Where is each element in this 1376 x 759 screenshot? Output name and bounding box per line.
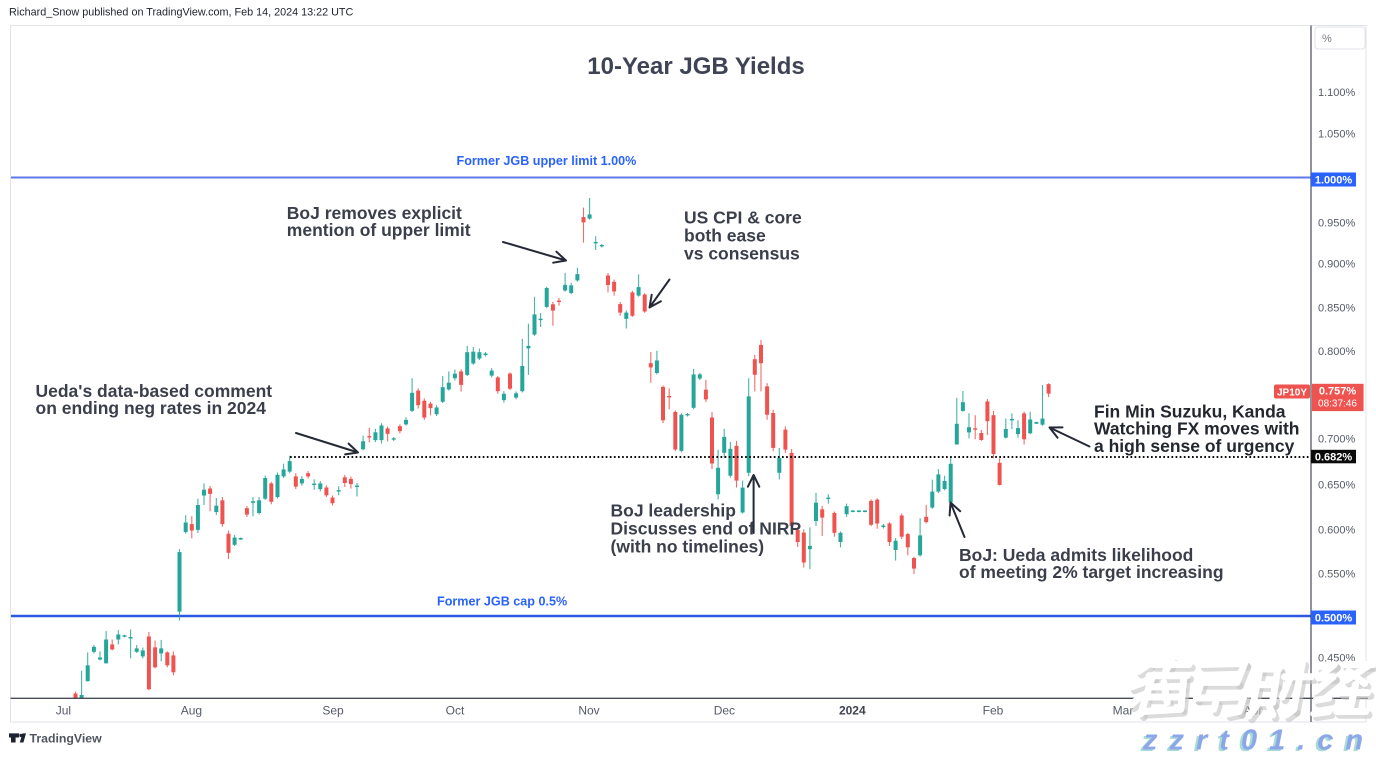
svg-text:Sep: Sep bbox=[322, 704, 344, 718]
svg-text:Former JGB cap 0.5%: Former JGB cap 0.5% bbox=[437, 595, 567, 609]
svg-text:0.550%: 0.550% bbox=[1318, 568, 1356, 580]
svg-text:0.800%: 0.800% bbox=[1318, 346, 1356, 358]
svg-text:0.650%: 0.650% bbox=[1318, 480, 1356, 492]
svg-text:0.500%: 0.500% bbox=[1315, 613, 1353, 625]
svg-text:Ueda's data-based comment: Ueda's data-based comment bbox=[36, 381, 273, 401]
svg-text:(with no timelines): (with no timelines) bbox=[611, 537, 765, 557]
svg-text:Discusses end of NIRP: Discusses end of NIRP bbox=[611, 519, 802, 539]
svg-text:BoJ removes explicit: BoJ removes explicit bbox=[287, 203, 462, 223]
svg-text:BoJ: Ueda admits likelihood: BoJ: Ueda admits likelihood bbox=[959, 545, 1193, 565]
svg-text:of meeting 2% target increasin: of meeting 2% target increasing bbox=[959, 562, 1224, 582]
svg-text:%: % bbox=[1322, 33, 1332, 45]
svg-text:0.900%: 0.900% bbox=[1318, 259, 1356, 271]
svg-text:Dec: Dec bbox=[714, 704, 735, 718]
svg-text:on ending neg rates in 2024: on ending neg rates in 2024 bbox=[36, 398, 267, 418]
svg-text:vs consensus: vs consensus bbox=[684, 244, 800, 264]
svg-text:JP10Y: JP10Y bbox=[1277, 388, 1307, 399]
svg-text:Nov: Nov bbox=[578, 704, 599, 718]
svg-text:BoJ leadership: BoJ leadership bbox=[611, 501, 736, 521]
svg-text:Former JGB upper limit 1.00%: Former JGB upper limit 1.00% bbox=[457, 154, 637, 168]
svg-text:Fin Min Suzuku, Kanda: Fin Min Suzuku, Kanda bbox=[1094, 402, 1286, 422]
svg-text:Oct: Oct bbox=[446, 704, 465, 718]
svg-text:1.000%: 1.000% bbox=[1315, 175, 1353, 187]
svg-text:zzrt01.cn: zzrt01.cn bbox=[1142, 725, 1375, 755]
svg-text:0.700%: 0.700% bbox=[1318, 434, 1356, 446]
svg-text:0.950%: 0.950% bbox=[1318, 218, 1356, 230]
svg-text:Feb: Feb bbox=[983, 704, 1004, 718]
svg-text:0.682%: 0.682% bbox=[1315, 452, 1353, 464]
svg-text:both ease: both ease bbox=[684, 226, 766, 246]
svg-text:0.850%: 0.850% bbox=[1318, 302, 1356, 314]
svg-text:US CPI & core: US CPI & core bbox=[684, 208, 802, 228]
svg-text:mention of upper limit: mention of upper limit bbox=[287, 220, 471, 240]
svg-text:Mar: Mar bbox=[1113, 704, 1134, 718]
svg-text:08:37:46: 08:37:46 bbox=[1318, 399, 1357, 410]
svg-text:a high sense of urgency: a high sense of urgency bbox=[1094, 436, 1295, 456]
svg-text:Jul: Jul bbox=[56, 704, 71, 718]
svg-text:0.600%: 0.600% bbox=[1318, 525, 1356, 537]
svg-text:zzrt01.cn: zzrt01.cn bbox=[1140, 726, 1373, 754]
svg-text:1.100%: 1.100% bbox=[1318, 87, 1356, 99]
svg-text:2024: 2024 bbox=[839, 704, 866, 718]
svg-text:0.757%: 0.757% bbox=[1319, 386, 1357, 398]
svg-text:Watching FX moves with: Watching FX moves with bbox=[1094, 419, 1299, 439]
svg-text:Richard_Snow published on Trad: Richard_Snow published on TradingView.co… bbox=[9, 7, 354, 19]
svg-text:Aug: Aug bbox=[181, 704, 202, 718]
svg-text:1.050%: 1.050% bbox=[1318, 128, 1356, 140]
svg-text:TradingView: TradingView bbox=[30, 732, 103, 746]
svg-text:10-Year JGB Yields: 10-Year JGB Yields bbox=[587, 53, 804, 80]
